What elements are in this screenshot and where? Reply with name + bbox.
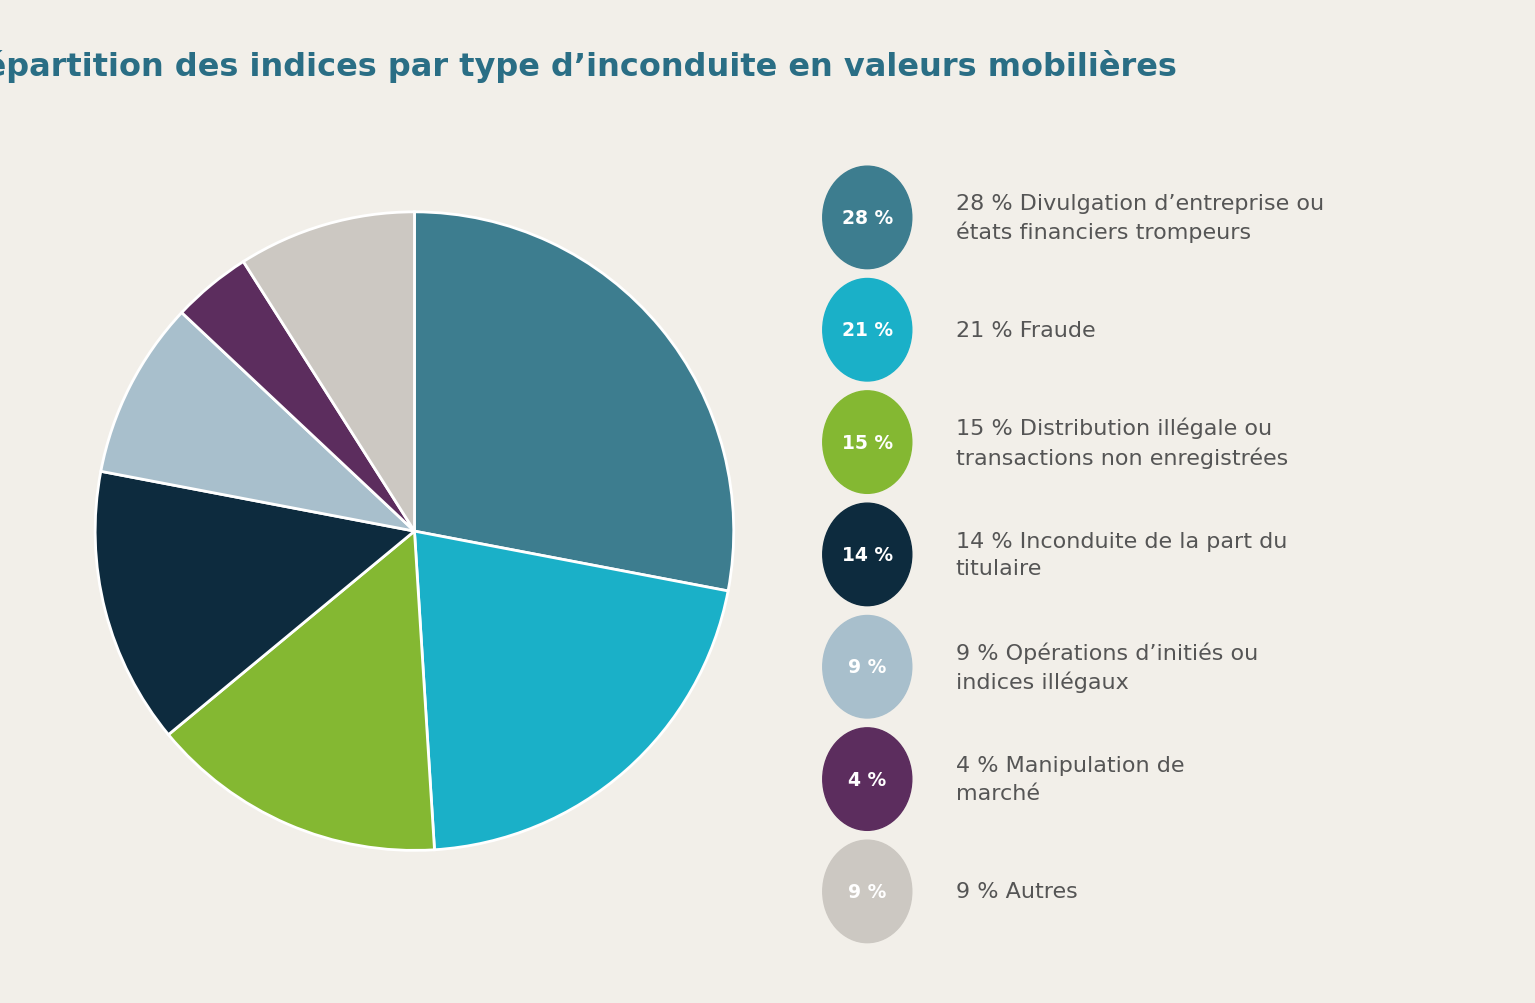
Circle shape bbox=[823, 728, 912, 830]
Text: 9 %: 9 % bbox=[847, 658, 887, 677]
Wedge shape bbox=[244, 213, 414, 532]
Wedge shape bbox=[101, 313, 414, 532]
Text: Répartition des indices par type d’inconduite en valeurs mobilières: Répartition des indices par type d’incon… bbox=[0, 50, 1176, 83]
Wedge shape bbox=[169, 532, 434, 851]
Text: 21 %: 21 % bbox=[841, 321, 893, 340]
Circle shape bbox=[823, 168, 912, 270]
Text: 15 %: 15 % bbox=[841, 433, 893, 452]
Circle shape bbox=[823, 616, 912, 718]
Circle shape bbox=[823, 841, 912, 943]
Text: 14 %: 14 % bbox=[841, 546, 893, 565]
Circle shape bbox=[823, 391, 912, 493]
Wedge shape bbox=[414, 213, 734, 592]
Text: 28 %: 28 % bbox=[841, 209, 893, 228]
Circle shape bbox=[823, 279, 912, 381]
Circle shape bbox=[823, 504, 912, 606]
Wedge shape bbox=[95, 471, 414, 735]
Text: 28 % Divulgation d’entreprise ou
états financiers trompeurs: 28 % Divulgation d’entreprise ou états f… bbox=[955, 194, 1323, 243]
Text: 14 % Inconduite de la part du
titulaire: 14 % Inconduite de la part du titulaire bbox=[955, 532, 1286, 579]
Text: 21 % Fraude: 21 % Fraude bbox=[955, 320, 1094, 340]
Text: 9 %: 9 % bbox=[847, 882, 887, 901]
Text: 9 % Opérations d’initiés ou
indices illégaux: 9 % Opérations d’initiés ou indices illé… bbox=[955, 642, 1257, 692]
Text: 4 % Manipulation de
marché: 4 % Manipulation de marché bbox=[955, 755, 1183, 802]
Text: 9 % Autres: 9 % Autres bbox=[955, 882, 1078, 902]
Text: 15 % Distribution illégale ou
transactions non enregistrées: 15 % Distribution illégale ou transactio… bbox=[955, 417, 1288, 468]
Wedge shape bbox=[414, 532, 728, 850]
Text: 4 %: 4 % bbox=[849, 770, 886, 788]
Wedge shape bbox=[181, 262, 414, 532]
